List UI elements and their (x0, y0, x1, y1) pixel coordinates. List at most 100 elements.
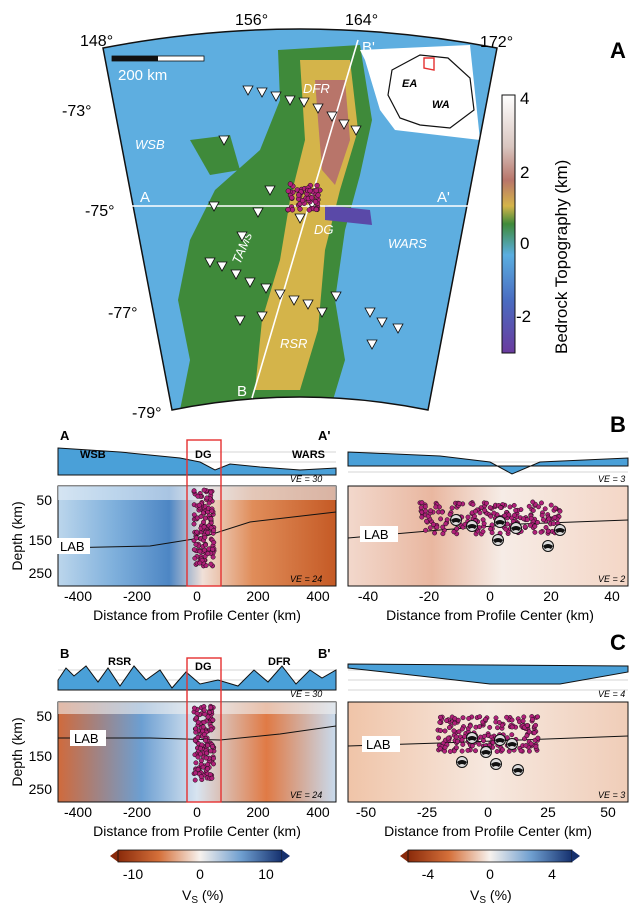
earthquake-dot (419, 514, 425, 520)
earthquake-dot (309, 195, 315, 201)
ve-label-bottom: VE = 24 (290, 574, 322, 584)
earthquake-dot (489, 530, 495, 536)
station-triangle-icon (236, 231, 248, 242)
profile-b-start: B (60, 646, 69, 661)
earthquake-dot (453, 734, 459, 740)
earthquake-dot (442, 744, 448, 750)
profile-a-velocity-section: LAB VE = 24 (56, 439, 337, 587)
profile-a-start-label: A (140, 189, 150, 206)
station-triangle-icon (350, 125, 362, 136)
earthquake-dot (287, 181, 294, 187)
earthquake-dot (456, 500, 462, 506)
earthquake-dot (509, 717, 515, 723)
dg-highlight-box (186, 439, 222, 587)
earthquake-dot (472, 508, 478, 514)
earthquake-dot (299, 197, 306, 204)
profile-a-end: A' (318, 428, 330, 443)
panel-letter-a: A (610, 38, 626, 63)
earthquake-dot (440, 531, 446, 537)
topo-tick-neg2: -2 (516, 307, 531, 326)
focal-mechanism-icon (513, 768, 523, 773)
earthquake-dot (491, 510, 497, 516)
station-triangle-icon (338, 119, 350, 130)
earthquake-dot (511, 502, 517, 508)
focal-mechanism-icon (481, 750, 491, 755)
earthquake-dot (527, 522, 533, 528)
earthquake-dot (487, 724, 493, 730)
earthquake-dot (195, 767, 201, 772)
earthquake-dot (200, 724, 206, 730)
earthquake-dot (204, 750, 210, 756)
earthquake-dot (208, 748, 214, 754)
ve-label-top: VE = 30 (290, 474, 322, 484)
lon-tick-156: 156° (235, 12, 268, 29)
earthquake-dot (481, 733, 487, 739)
focal-mechanism-icon (495, 520, 505, 525)
earthquake-dot (201, 524, 207, 530)
earthquake-dot (449, 505, 455, 511)
earthquake-dot (210, 717, 216, 723)
earthquake-dot (536, 504, 541, 510)
earthquake-dot (427, 525, 433, 531)
station-triangle-icon (234, 315, 246, 326)
earthquake-dot (489, 522, 495, 528)
earthquake-dot (440, 524, 446, 530)
earthquake-dot (211, 761, 216, 767)
earthquake-dot (285, 188, 291, 194)
earthquake-dot (538, 529, 544, 535)
panel-letter-b: B (610, 412, 626, 437)
earthquake-dot (467, 723, 473, 729)
x-tick: -200 (123, 804, 151, 820)
lab-line (58, 725, 337, 741)
earthquake-dot (200, 510, 206, 516)
earthquake-dot (521, 714, 527, 720)
earthquake-dot (546, 516, 552, 522)
map-panel: EA WA 200 km 148° 156° 164° 172° -73° -7… (62, 12, 626, 422)
earthquake-dot (431, 521, 436, 527)
earthquake-dot (423, 527, 429, 533)
earthquake-dot (518, 748, 524, 754)
x-tick: 0 (486, 588, 494, 604)
station-triangle-icon (260, 283, 272, 294)
earthquake-dot (535, 519, 540, 525)
earthquake-dot (192, 555, 198, 561)
earthquake-dot (533, 744, 539, 750)
station-triangle-icon (252, 207, 264, 218)
earthquake-dot (466, 716, 472, 721)
earthquake-dot (193, 770, 198, 776)
station-triangle-icon (312, 103, 324, 114)
profile-line-b (251, 39, 359, 399)
earthquake-dot (208, 489, 214, 495)
earthquake-dot (552, 505, 558, 511)
earthquake-dot (494, 749, 500, 754)
station-triangle-icon (302, 299, 314, 310)
x-tick: -200 (123, 588, 151, 604)
depth-tick-150: 150 (29, 532, 53, 548)
earthquake-dot (524, 722, 530, 728)
vs-tick: -10 (123, 866, 143, 882)
earthquake-dot (482, 507, 488, 513)
earthquake-dot (193, 715, 199, 721)
earthquake-dot (205, 762, 211, 767)
earthquake-dot (191, 488, 197, 494)
seismic-stations (204, 85, 404, 350)
topo-label-wars: WARS (292, 449, 325, 461)
earthquake-dot (540, 517, 546, 523)
earthquake-dot (512, 512, 517, 518)
focal-mechanism-icon (507, 742, 517, 747)
earthquake-dot (487, 505, 493, 511)
scale-label: 200 km (118, 67, 167, 84)
earthquake-dot (535, 735, 541, 741)
station-triangle-icon (256, 311, 268, 322)
x-tick: 400 (306, 588, 330, 604)
earthquake-dot (194, 710, 200, 716)
topo-label-wsb: WSB (80, 449, 106, 461)
x-tick: 20 (543, 588, 559, 604)
earthquake-dot (197, 548, 203, 554)
focal-mechanism-icon (467, 524, 477, 529)
earthquake-dot (211, 527, 217, 533)
trough (325, 205, 372, 225)
earthquake-dot (465, 747, 471, 753)
earthquake-dot (444, 517, 450, 523)
ve-label-bottom: VE = 3 (598, 790, 625, 800)
